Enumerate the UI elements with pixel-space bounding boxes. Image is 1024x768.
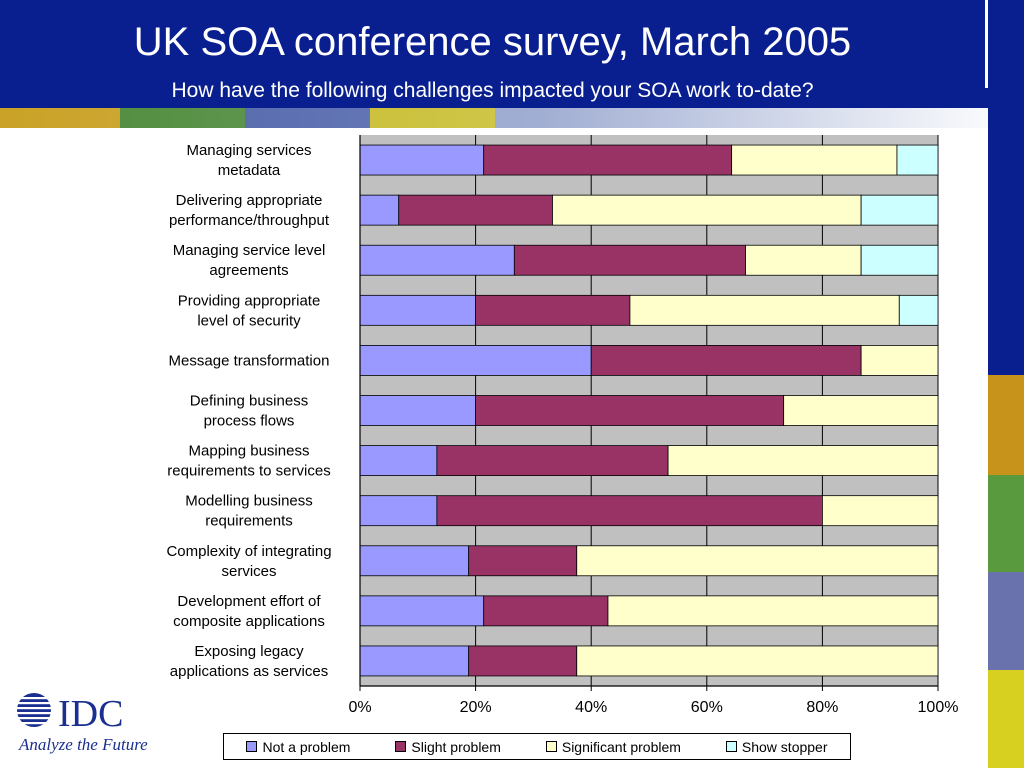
- bar-segment: [860, 244, 939, 276]
- bar-segment: [822, 495, 939, 527]
- y-category-label: performance/throughput: [169, 212, 330, 229]
- legend-item-show-stopper: Show stopper: [725, 738, 828, 755]
- bar-segment: [475, 395, 785, 426]
- legend-label: Significant problem: [561, 738, 681, 755]
- legend-item-significant-problem: Significant problem: [545, 738, 681, 755]
- legend-label: Not a problem: [262, 738, 351, 755]
- legend-item-slight-problem: Slight problem: [395, 739, 501, 755]
- y-category-label: Defining business: [190, 393, 308, 410]
- bar-segment: [576, 645, 939, 677]
- y-category-label: Managing service level: [173, 242, 326, 259]
- bar-segment: [745, 244, 862, 276]
- y-category-label: process flows: [204, 413, 295, 430]
- idc-logo: IDC Analyze the Future: [16, 693, 148, 754]
- legend-swatch-show-stopper: [725, 741, 737, 752]
- slide-subtitle: How have the following challenges impact…: [171, 79, 814, 102]
- bar-segment: [483, 144, 733, 176]
- bar-segment: [359, 294, 476, 326]
- y-category-label: level of security: [197, 312, 301, 329]
- bar-segment: [552, 194, 862, 226]
- y-category-label: Message transformation: [169, 352, 330, 369]
- bar-segment: [731, 144, 898, 176]
- bar-segment: [359, 595, 485, 627]
- logo-tagline: Analyze the Future: [18, 735, 148, 754]
- legend-swatch-significant-problem: [545, 741, 557, 752]
- x-tick-label: 60%: [691, 699, 723, 716]
- bar-segment: [898, 294, 939, 326]
- bar-segment: [483, 595, 609, 627]
- bar-segment: [783, 395, 939, 426]
- slide-title: UK SOA conference survey, March 2005: [133, 20, 852, 64]
- legend-item-not-a-problem: Not a problem: [246, 739, 350, 755]
- y-category-label: Providing appropriate: [178, 292, 321, 309]
- legend-label: Show stopper: [741, 738, 828, 755]
- bar-segment: [629, 294, 900, 326]
- y-category-label: Delivering appropriate: [176, 192, 323, 209]
- bar-segment: [513, 244, 746, 276]
- bar-segment: [468, 545, 578, 577]
- y-category-label: Managing services: [186, 142, 311, 159]
- legend-label: Slight problem: [411, 738, 501, 755]
- header-corner: [988, 0, 1024, 108]
- bar-segment: [475, 294, 631, 326]
- logo-brand: IDC: [58, 693, 123, 735]
- x-tick-label: 80%: [806, 699, 838, 716]
- bar-segment: [359, 244, 515, 276]
- bar-segment: [607, 595, 939, 627]
- bar-segment: [436, 495, 823, 527]
- y-category-label: Complexity of integrating: [166, 543, 331, 560]
- y-category-label: Development effort of: [177, 593, 321, 610]
- y-category-label: Mapping business: [189, 443, 310, 460]
- bar-segment: [398, 194, 553, 226]
- bar-segment: [860, 194, 939, 226]
- legend-swatch-not-a-problem: [246, 741, 258, 752]
- bar-segment: [359, 395, 476, 426]
- x-tick-label: 0%: [348, 699, 371, 716]
- bar-segment: [359, 445, 438, 476]
- bar-segment: [896, 144, 939, 176]
- globe-icon: [16, 693, 52, 727]
- y-category-label: composite applications: [173, 613, 325, 630]
- decorative-photo-strip: [0, 88, 988, 128]
- bar-segment: [576, 545, 939, 577]
- legend-swatch-slight-problem: [395, 741, 407, 752]
- bar-segment: [359, 545, 470, 577]
- bar-segment: [359, 345, 592, 376]
- chart-legend: Not a problem Slight problem Significant…: [223, 733, 851, 760]
- bar-segment: [359, 144, 485, 176]
- y-category-label: requirements to services: [167, 463, 330, 480]
- bar-segment: [590, 345, 862, 376]
- bar-segment: [436, 445, 669, 476]
- y-category-label: Exposing legacy: [194, 643, 304, 660]
- x-tick-label: 40%: [575, 699, 607, 716]
- y-category-label: services: [221, 563, 276, 580]
- bar-segment: [359, 194, 400, 226]
- y-category-label: metadata: [218, 162, 281, 179]
- y-category-label: applications as services: [170, 663, 328, 680]
- bar-segment: [359, 645, 470, 677]
- x-tick-label: 100%: [918, 699, 959, 716]
- bar-segment: [860, 345, 939, 376]
- y-category-label: agreements: [209, 262, 288, 279]
- bar-segment: [468, 645, 578, 677]
- bar-segment: [359, 495, 438, 527]
- x-tick-label: 20%: [460, 699, 492, 716]
- y-category-label: Modelling business: [185, 493, 313, 510]
- decorative-side-strip: [988, 108, 1024, 768]
- bar-segment: [667, 445, 939, 476]
- y-category-label: requirements: [205, 513, 293, 530]
